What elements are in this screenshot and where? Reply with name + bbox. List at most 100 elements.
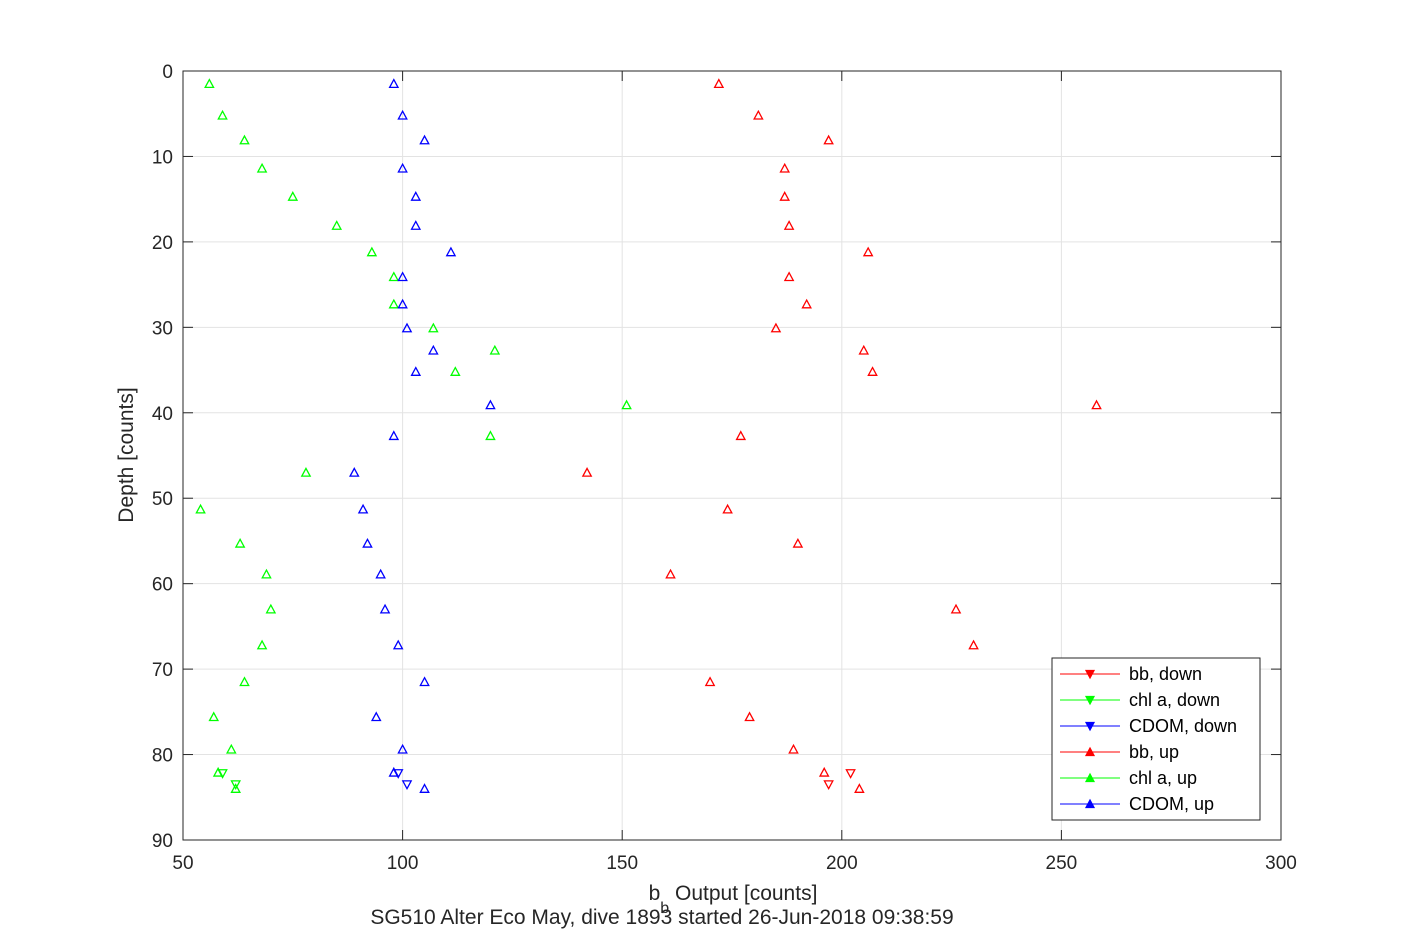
data-point	[818, 766, 830, 777]
legend-label: bb, up	[1129, 742, 1179, 762]
data-point	[397, 271, 408, 282]
data-point	[239, 134, 250, 145]
data-point	[845, 769, 856, 779]
data-point	[950, 603, 962, 614]
y-tick-label: 30	[152, 318, 173, 339]
data-point	[713, 78, 725, 89]
x-tick-label: 150	[606, 853, 638, 874]
x-axis-label-main: b	[649, 882, 661, 905]
y-tick-label: 70	[152, 660, 173, 681]
data-point	[388, 271, 400, 282]
legend-entry: chl a, up	[1060, 768, 1197, 788]
legend-label: CDOM, down	[1129, 716, 1237, 736]
data-point	[704, 676, 716, 687]
data-point	[217, 109, 228, 120]
data-point	[362, 537, 373, 548]
y-axis-label: Depth [counts]	[115, 387, 138, 522]
data-point	[419, 676, 430, 687]
data-point	[783, 271, 795, 282]
data-point	[485, 399, 496, 410]
data-point	[801, 298, 812, 309]
series-4	[195, 78, 632, 793]
data-point	[867, 366, 878, 376]
x-tick-label: 100	[387, 853, 419, 874]
x-axis-label: bb Output [counts]	[649, 882, 818, 917]
series-0	[823, 769, 856, 791]
data-point	[792, 537, 804, 548]
data-point	[388, 430, 400, 441]
legend-marker	[1084, 772, 1096, 783]
data-point	[300, 467, 312, 477]
data-point	[256, 162, 268, 173]
data-point	[204, 78, 215, 89]
data-point	[366, 246, 378, 257]
data-point	[287, 191, 299, 201]
data-point	[208, 711, 220, 722]
data-point	[665, 568, 676, 579]
legend-marker	[1084, 746, 1096, 757]
y-tick-label: 10	[152, 147, 173, 168]
data-point	[489, 344, 501, 355]
grid-lines	[182, 70, 1282, 841]
data-point	[234, 537, 246, 548]
data-point	[862, 246, 874, 257]
data-point	[239, 676, 250, 687]
data-point	[788, 743, 799, 754]
y-tick-label: 50	[152, 489, 173, 510]
data-point	[445, 246, 457, 257]
data-point	[722, 503, 733, 514]
data-point	[388, 78, 400, 89]
data-point	[397, 162, 408, 173]
y-tick-label: 80	[152, 746, 173, 767]
data-point	[779, 191, 790, 201]
data-point	[348, 467, 360, 477]
series-5	[348, 78, 496, 793]
data-point	[256, 639, 268, 650]
x-axis-label-subscript: b	[660, 900, 669, 917]
data-point	[779, 162, 790, 173]
x-tick-label: 200	[826, 853, 858, 874]
data-point	[379, 603, 391, 614]
legend-marker	[1084, 669, 1096, 680]
legend-label: CDOM, up	[1129, 794, 1214, 814]
data-point	[428, 322, 439, 333]
data-point	[388, 298, 400, 309]
data-point	[397, 109, 408, 120]
data-point	[212, 766, 224, 777]
legend-label: bb, down	[1129, 664, 1202, 684]
y-tick-label: 20	[152, 233, 173, 254]
data-point	[401, 780, 413, 791]
data-point	[858, 344, 870, 355]
data-point	[370, 711, 382, 722]
data-point	[230, 783, 241, 793]
y-tick-label: 90	[152, 831, 173, 852]
data-point	[419, 783, 430, 793]
data-point	[375, 568, 386, 579]
data-point	[1091, 399, 1102, 410]
data-point	[401, 322, 413, 333]
data-point	[854, 783, 865, 793]
data-point	[783, 220, 795, 230]
legend-box	[1051, 657, 1261, 821]
data-point	[770, 322, 782, 333]
data-point	[823, 780, 834, 791]
legend-entry: chl a, down	[1060, 690, 1220, 710]
data-point	[621, 399, 632, 410]
data-point	[230, 780, 241, 791]
data-point	[397, 298, 408, 309]
x-tick-label: 300	[1265, 853, 1297, 874]
data-point	[581, 467, 593, 477]
legend-marker	[1084, 721, 1096, 732]
legend-label: chl a, down	[1129, 690, 1220, 710]
legend-marker	[1084, 798, 1096, 809]
data-point	[968, 639, 979, 650]
legend-label: chl a, up	[1129, 768, 1197, 788]
data-point	[410, 366, 422, 376]
data-point	[428, 344, 439, 355]
x-tick-label: 250	[1046, 853, 1078, 874]
data-point	[265, 603, 277, 614]
data-point	[226, 743, 237, 754]
x-axis-label-rest: Output [counts]	[669, 882, 817, 905]
axis-ticks: 50 100 150 200 250 300 0 10 20 30 40 50 60 70 80 90	[152, 62, 1297, 874]
